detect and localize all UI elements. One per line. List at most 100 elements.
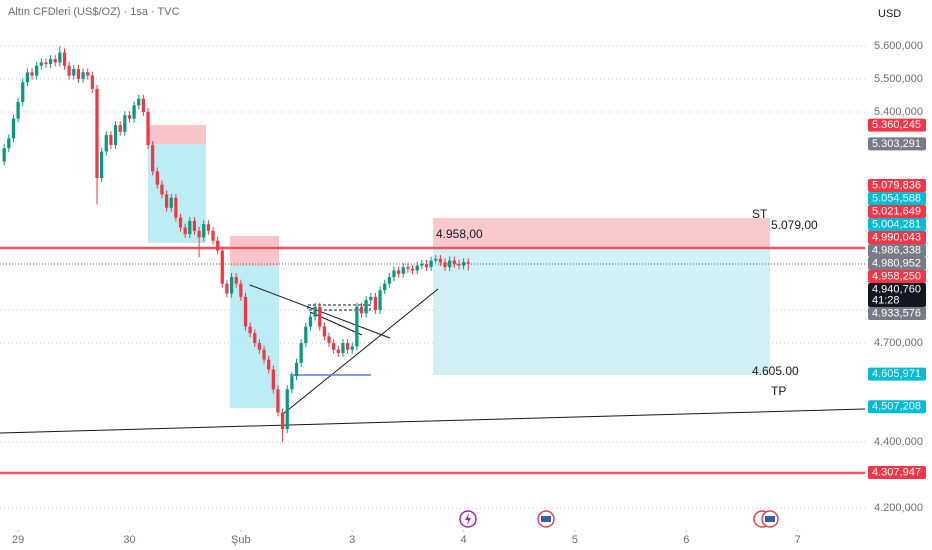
candle-body: [345, 343, 350, 350]
candle-body: [11, 118, 16, 139]
currency: USD: [878, 8, 901, 20]
candle-body: [420, 263, 424, 266]
candle-body: [392, 270, 396, 278]
candle-body: [220, 250, 224, 284]
target-zone: [433, 248, 770, 375]
y-tick-label: 4.700,000: [874, 337, 923, 349]
target-label: 4.605.00: [752, 364, 799, 378]
candle-body: [178, 217, 183, 228]
x-tick-label: 29: [12, 534, 24, 546]
candle-body: [67, 65, 71, 76]
candle-body: [304, 326, 308, 344]
y-tick-label: 5.600,000: [874, 40, 923, 52]
trend-line: [0, 408, 866, 434]
x-tick-label: 7: [795, 534, 801, 546]
price-label: 5.303,291: [872, 138, 921, 150]
candle-body: [164, 194, 169, 208]
price-label: 4.933,576: [872, 307, 921, 319]
price-label: 4.986,338: [872, 244, 921, 256]
y-tick-label: 4.400,000: [874, 436, 923, 448]
price-label-box: [868, 205, 926, 219]
candle-body: [239, 283, 243, 297]
chart-title: Altın CFDleri (US$/OZ) · 1sa · TVC: [8, 6, 180, 18]
x-tick-label: 6: [683, 534, 689, 546]
candle-body: [39, 62, 43, 66]
target-zone: [148, 144, 206, 243]
candle-body: [90, 75, 94, 89]
candle-body: [299, 343, 303, 363]
candle-body: [448, 260, 452, 268]
candle-body: [271, 369, 275, 390]
candle-body: [62, 52, 67, 66]
price-axis: 5.600,0005.500,0005.400,0004.800,0004.70…: [12, 40, 926, 546]
price-label: 5.021,649: [872, 205, 921, 217]
candle-body: [202, 224, 206, 238]
candle-body: [410, 268, 415, 271]
candle-body: [341, 343, 345, 354]
candle-body: [58, 52, 62, 63]
candle-body: [100, 151, 104, 178]
y-tick-label: 5.500,000: [874, 73, 923, 85]
price-label: 4.307,947: [872, 466, 921, 478]
candle-body: [86, 72, 90, 76]
candle-body: [364, 300, 368, 314]
candle-body: [109, 135, 113, 145]
candle-body: [415, 265, 419, 271]
candle-body: [113, 125, 118, 145]
price-label-box: [868, 283, 926, 308]
candle-body: [16, 102, 20, 119]
candle-body: [169, 197, 173, 208]
price-label: 5.360,245: [872, 119, 921, 131]
candle-body: [118, 125, 122, 132]
candle-body: [146, 111, 150, 145]
box: [307, 304, 371, 311]
candle-body: [132, 105, 136, 119]
price-label: 4.980,952: [872, 257, 921, 269]
candle-body: [76, 69, 81, 79]
candle-body: [25, 72, 30, 83]
price-label: 4.958,250: [872, 270, 921, 282]
price-label-box: [868, 367, 926, 381]
stop-label: 5.079,00: [771, 218, 818, 232]
price-label-box: [868, 179, 926, 193]
price-label-box: [868, 257, 926, 271]
candle-body: [206, 224, 210, 231]
candle-body: [21, 82, 25, 103]
candle-body: [461, 262, 466, 266]
candle-body: [155, 171, 159, 185]
candle-body: [429, 260, 433, 268]
candle-body: [318, 306, 322, 327]
candle-body: [174, 197, 178, 218]
candle-body: [276, 389, 280, 413]
candle-body: [72, 69, 76, 76]
price-label-box: [868, 218, 926, 232]
candle-body: [2, 148, 6, 162]
candle-body: [280, 412, 285, 429]
price-label-box: [868, 244, 926, 258]
candle-body: [253, 333, 257, 344]
candle-body: [332, 343, 336, 350]
candle-body: [406, 267, 410, 269]
candle-body: [48, 59, 53, 65]
candle-body: [294, 362, 299, 377]
candle-body: [350, 346, 354, 350]
x-tick-label: 4: [461, 534, 467, 546]
candle-body: [336, 349, 340, 354]
candle-body: [466, 262, 470, 264]
price-label: 5.054,588: [872, 192, 921, 204]
candle-body: [396, 270, 401, 274]
candle-body: [183, 227, 187, 235]
candle-body: [81, 72, 85, 79]
price-label-box: [868, 400, 926, 414]
price-label: 4.605,971: [872, 368, 921, 380]
price-label-box: [868, 466, 926, 480]
candle-body: [192, 220, 197, 231]
candle-body: [127, 115, 132, 119]
price-label-box: [868, 118, 926, 132]
candle-body: [285, 389, 289, 429]
candle-body: [197, 230, 201, 238]
candle-body: [225, 283, 229, 294]
candle-body: [383, 283, 387, 291]
candle-body: [234, 277, 238, 284]
trend-line: [282, 288, 439, 415]
